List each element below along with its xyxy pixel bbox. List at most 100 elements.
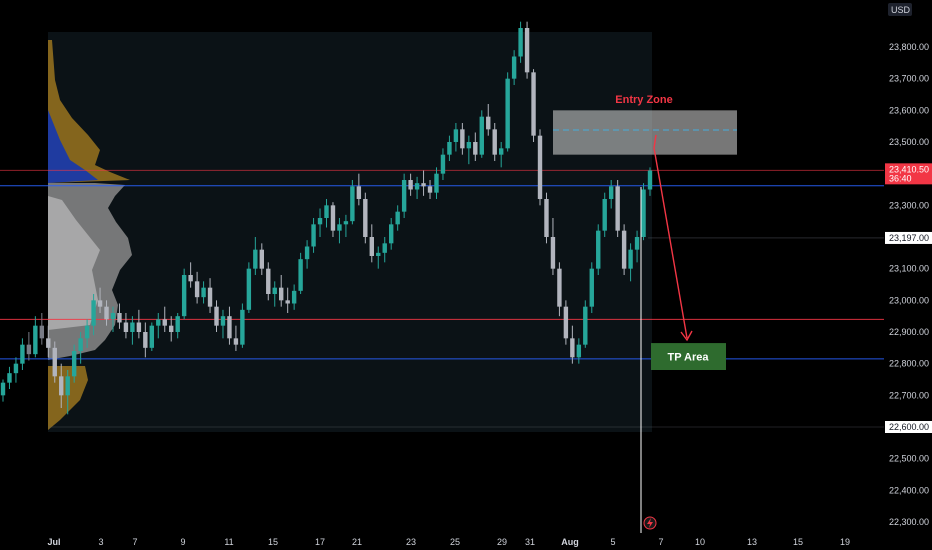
tp-area-box[interactable] xyxy=(651,343,726,370)
candle xyxy=(511,50,517,85)
candle xyxy=(589,262,594,313)
candle xyxy=(524,21,530,79)
date-tick-label: 17 xyxy=(315,537,325,547)
entry-zone[interactable]: Entry Zone xyxy=(553,94,737,155)
entry-zone-label: Entry Zone xyxy=(615,94,672,106)
candle xyxy=(117,303,122,329)
candle xyxy=(350,180,355,225)
candle xyxy=(91,294,96,336)
candle xyxy=(169,316,174,342)
price-tick-label: 22,400.00 xyxy=(889,485,929,495)
price-tick-label: 23,700.00 xyxy=(889,74,929,84)
candle xyxy=(479,110,484,158)
candle xyxy=(33,316,38,358)
candle xyxy=(279,275,284,307)
candle xyxy=(337,218,342,244)
currency-badge[interactable]: USD xyxy=(888,3,912,16)
candle xyxy=(389,218,394,250)
range-shading xyxy=(48,32,652,432)
candle xyxy=(343,214,349,237)
price-tick-label: 22,900.00 xyxy=(889,327,929,337)
current-price-badge xyxy=(885,163,932,185)
candle xyxy=(194,271,200,304)
time-axis[interactable]: Jul 3 7 9 11 15 17 21 23 25 29 31 Aug 5 7 10 13 15 19 xyxy=(0,533,932,550)
candle xyxy=(123,313,129,339)
candle xyxy=(498,142,504,168)
price-tick-label: 22,800.00 xyxy=(889,359,929,369)
candle xyxy=(544,192,549,244)
candle xyxy=(259,243,264,275)
candle xyxy=(130,316,135,345)
candles xyxy=(0,21,653,415)
candle xyxy=(143,322,148,358)
candle xyxy=(401,173,407,218)
candle xyxy=(550,218,556,275)
candle xyxy=(317,208,323,237)
candle xyxy=(84,319,90,348)
candle xyxy=(175,313,180,339)
candle xyxy=(149,322,155,351)
date-tick-label: 7 xyxy=(132,537,137,547)
date-tick-label: Jul xyxy=(47,537,60,547)
price-tick-label: 23,800.00 xyxy=(889,42,929,52)
candle xyxy=(136,309,142,339)
date-tick-label: 11 xyxy=(224,537,233,547)
candle xyxy=(583,300,588,348)
candle xyxy=(59,363,64,408)
projection-arrow xyxy=(653,134,693,342)
date-tick-label: 15 xyxy=(268,537,278,547)
date-tick-label: 23 xyxy=(406,537,416,547)
entry-zone-box[interactable] xyxy=(553,110,737,155)
candle xyxy=(486,104,491,136)
candle xyxy=(26,332,32,361)
candle xyxy=(162,306,167,332)
date-tick-label: 21 xyxy=(352,537,362,547)
price-axis[interactable]: 23,800.00 23,700.00 23,600.00 23,500.00 23,3… xyxy=(884,0,932,533)
candle xyxy=(421,170,426,196)
candle xyxy=(7,366,12,389)
candle xyxy=(621,224,627,275)
candle xyxy=(634,230,640,263)
date-tick-label: 10 xyxy=(695,537,705,547)
candle xyxy=(505,72,510,152)
candle xyxy=(207,278,213,313)
currency-label: USD xyxy=(891,5,911,15)
date-tick-label: 5 xyxy=(610,537,615,547)
candle xyxy=(272,281,277,307)
candle xyxy=(460,123,465,155)
candle xyxy=(285,287,290,313)
candle xyxy=(414,176,420,199)
candle xyxy=(181,268,187,320)
countdown-label: 36:40 xyxy=(889,173,912,183)
candle xyxy=(447,135,452,161)
price-tick-label: 22,300.00 xyxy=(889,517,929,527)
candle xyxy=(110,306,116,332)
date-tick-label: 13 xyxy=(747,537,757,547)
candle xyxy=(473,132,478,161)
candle xyxy=(240,303,245,348)
candle xyxy=(647,167,653,196)
candle xyxy=(557,262,562,317)
lightning-icon[interactable] xyxy=(643,516,657,530)
date-tick-label: 31 xyxy=(525,537,535,547)
candle xyxy=(71,344,77,383)
candle xyxy=(537,129,543,206)
candle xyxy=(492,123,497,161)
candle xyxy=(220,309,226,339)
date-tick-label: Aug xyxy=(561,537,579,547)
candle xyxy=(201,281,206,304)
price-tick-label: 22,500.00 xyxy=(889,454,929,464)
tp-area[interactable]: TP Area xyxy=(651,343,726,370)
candle xyxy=(434,167,439,199)
candle xyxy=(246,262,252,313)
price-tick-label: 23,300.00 xyxy=(889,200,929,210)
candle xyxy=(466,135,472,165)
candle xyxy=(628,243,633,282)
candle xyxy=(52,341,57,383)
price-tick-label: 23,600.00 xyxy=(889,105,929,115)
date-tick-label: 9 xyxy=(180,537,185,547)
current-price-label: 23,410.50 xyxy=(889,164,929,174)
candle xyxy=(596,224,601,275)
